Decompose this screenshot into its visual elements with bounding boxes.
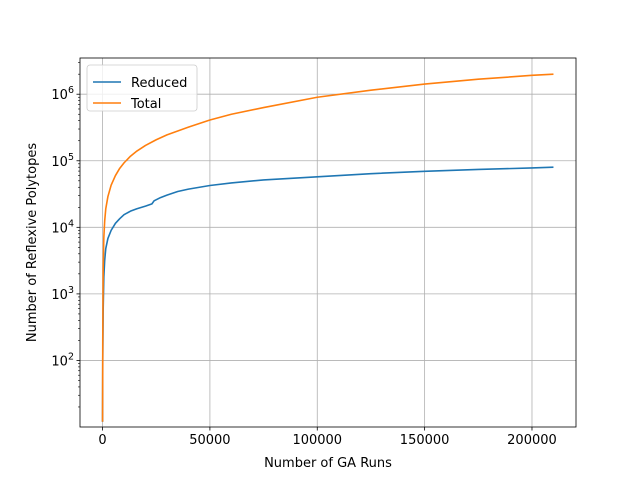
x-axis-label: Number of GA Runs [264, 456, 392, 471]
y-tick-label-exponent: 3 [68, 285, 74, 296]
y-tick-label-base: 10 [51, 354, 68, 369]
y-tick-label-base: 10 [51, 221, 68, 236]
grid-layer [80, 58, 576, 427]
x-tick-label: 150000 [400, 433, 450, 448]
y-tick-label-exponent: 5 [68, 152, 74, 163]
y-tick-label-base: 10 [51, 155, 68, 170]
legend-label-total: Total [130, 97, 161, 112]
y-tick-label: 104 [51, 218, 74, 236]
series-layer [101, 73, 554, 422]
legend-box [86, 64, 198, 112]
y-tick-label: 105 [51, 152, 74, 170]
y-tick-label-exponent: 4 [68, 218, 74, 229]
series-line-total [101, 73, 554, 422]
y-tick-label-base: 10 [51, 88, 68, 103]
x-tick-label: 200000 [507, 433, 557, 448]
y-tick-label-exponent: 2 [68, 351, 74, 362]
series-line-reduced [101, 166, 554, 422]
legend: Reduced Total [86, 64, 198, 112]
x-tick-label: 100000 [292, 433, 342, 448]
x-tick-label: 50000 [189, 433, 230, 448]
y-axis-label: Number of Reflexive Polytopes [25, 143, 40, 342]
x-tick-label: 0 [98, 433, 106, 448]
legend-label-reduced: Reduced [131, 76, 187, 91]
y-tick-label: 106 [51, 85, 74, 103]
plot-frame [79, 57, 577, 428]
y-tick-label-base: 10 [51, 288, 68, 303]
y-tick-label: 102 [51, 351, 74, 369]
y-tick-label-exponent: 6 [68, 85, 74, 96]
y-tick-label: 103 [51, 285, 74, 303]
